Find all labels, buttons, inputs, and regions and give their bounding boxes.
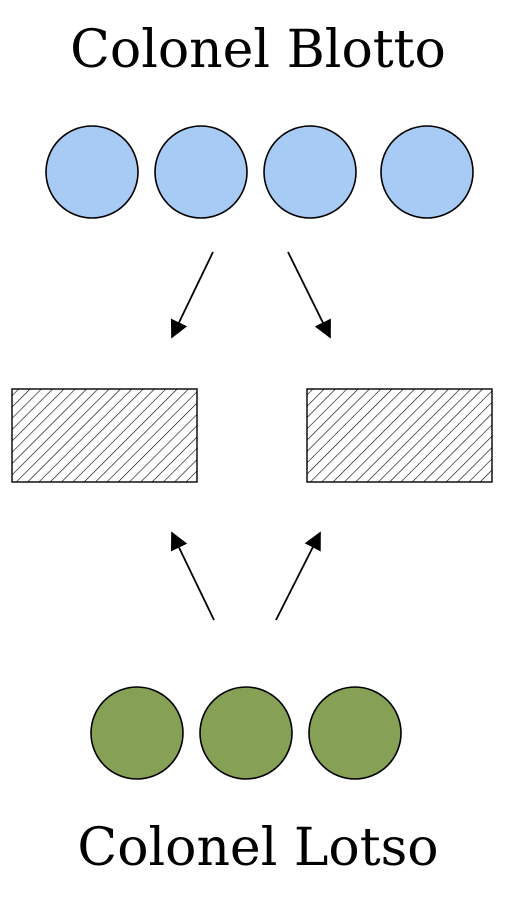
blotto-troop-4 <box>380 125 474 219</box>
blotto-troop-1 <box>45 125 139 219</box>
blotto-troop-3 <box>263 125 357 219</box>
lotso-arrow-left <box>170 531 215 621</box>
battlefield-1 <box>11 388 198 483</box>
blotto-arrow-left <box>170 251 214 339</box>
lotso-troop-3 <box>308 686 402 780</box>
lotso-troop-2 <box>199 686 293 780</box>
blotto-troops <box>45 125 474 219</box>
lotso-arrows <box>170 531 321 621</box>
battlefields <box>11 388 493 483</box>
battlefield-2 <box>306 388 493 483</box>
blotto-arrows <box>170 251 331 339</box>
lotso-troops <box>90 686 402 780</box>
lotso-troop-1 <box>90 686 184 780</box>
lotso-arrow-right <box>275 531 321 621</box>
blotto-troop-2 <box>154 125 248 219</box>
blotto-arrow-right <box>287 251 331 339</box>
colonel-blotto-label: Colonel Blotto <box>70 20 446 80</box>
colonel-lotso-label: Colonel Lotso <box>77 818 439 878</box>
